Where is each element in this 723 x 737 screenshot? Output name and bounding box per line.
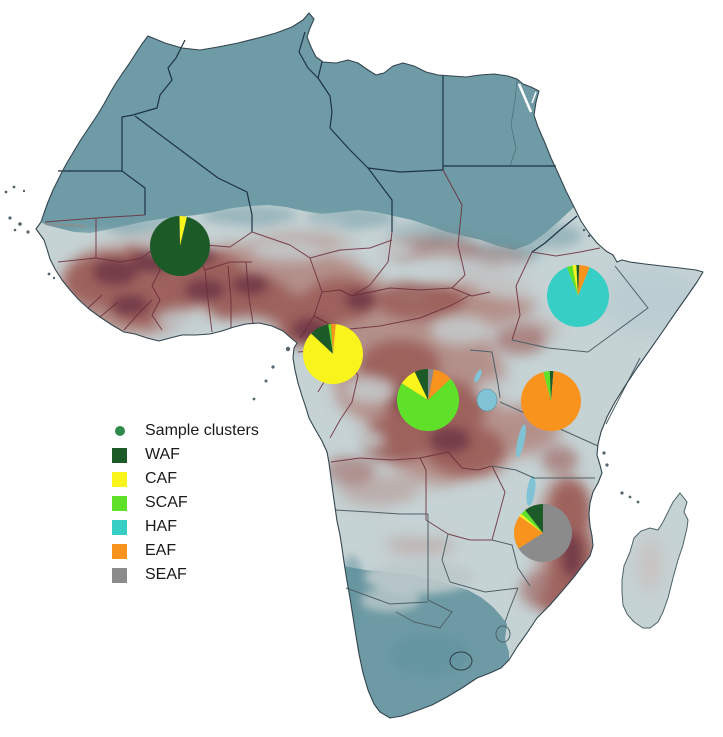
legend-label-seaf: SEAF bbox=[145, 566, 187, 583]
legend-label-eaf: EAF bbox=[145, 542, 177, 559]
pie-caf-slice-eaf bbox=[331, 324, 336, 354]
pie-caf-slice-scaf bbox=[328, 324, 333, 354]
pie-haf-slice-caf bbox=[572, 265, 578, 296]
pie-haf bbox=[546, 265, 609, 328]
lake-malawi bbox=[526, 476, 536, 506]
pie-seaf-slice-waf bbox=[525, 504, 543, 533]
pie-waf bbox=[149, 215, 210, 276]
pie-eaf-slice-scaf bbox=[543, 371, 551, 401]
islands bbox=[4, 185, 640, 504]
legend: Sample clusters WAF CAF SCAF HAF EAF SEAF bbox=[112, 419, 259, 587]
legend-row-haf: HAF bbox=[112, 515, 259, 539]
legend-label-scaf: SCAF bbox=[145, 494, 188, 511]
gulf-of-suez bbox=[517, 83, 533, 113]
nile-river bbox=[509, 79, 518, 167]
pie-haf-slice-scaf bbox=[566, 265, 578, 296]
legend-row-seaf: SEAF bbox=[112, 563, 259, 587]
pie-seaf bbox=[513, 504, 572, 562]
legend-row-scaf: SCAF bbox=[112, 491, 259, 515]
legend-label-waf: WAF bbox=[145, 446, 180, 463]
pie-seaf-slice-seaf bbox=[518, 504, 572, 562]
pie-scaf-slice-eaf bbox=[428, 369, 451, 400]
sample-clusters-label: Sample clusters bbox=[145, 422, 259, 439]
pie-charts-layer bbox=[149, 215, 609, 562]
legend-row-waf: WAF bbox=[112, 443, 259, 467]
legend-swatch-waf bbox=[112, 447, 127, 463]
pie-scaf-slice-seaf bbox=[428, 369, 434, 400]
legend-row-eaf: EAF bbox=[112, 539, 259, 563]
pie-caf-slice-waf bbox=[311, 324, 333, 354]
sahara-region bbox=[41, 13, 574, 250]
pie-seaf-slice-scaf bbox=[521, 510, 543, 533]
lake-tanganyika bbox=[516, 424, 526, 458]
lakes bbox=[474, 369, 536, 506]
legend-row-sample-clusters: Sample clusters bbox=[112, 419, 259, 443]
lake-albert bbox=[474, 369, 482, 383]
lake-victoria bbox=[476, 388, 498, 412]
pie-eaf-slice-waf bbox=[549, 371, 554, 401]
legend-items: WAF CAF SCAF HAF EAF SEAF bbox=[112, 443, 259, 587]
legend-label-caf: CAF bbox=[145, 470, 177, 487]
gulf-of-aqaba bbox=[531, 91, 537, 104]
borders-band bbox=[44, 169, 601, 541]
pie-eaf bbox=[520, 371, 581, 432]
legend-row-caf: CAF bbox=[112, 467, 259, 491]
pie-caf-slice-caf bbox=[303, 324, 364, 384]
legend-swatch-caf bbox=[112, 471, 127, 487]
borders-south bbox=[334, 265, 649, 671]
legend-swatch-eaf bbox=[112, 543, 127, 559]
pie-scaf-slice-waf bbox=[414, 369, 428, 400]
pie-caf bbox=[303, 324, 364, 384]
pie-scaf-slice-caf bbox=[401, 371, 428, 400]
pie-eaf-slice-eaf bbox=[520, 371, 581, 432]
pie-scaf bbox=[397, 369, 460, 432]
pie-waf-slice-caf bbox=[179, 215, 187, 246]
pie-haf-slice-haf bbox=[546, 267, 609, 328]
pie-haf-slice-eaf bbox=[578, 265, 590, 296]
legend-swatch-seaf bbox=[112, 567, 127, 583]
pie-seaf-slice-eaf bbox=[513, 515, 543, 549]
coastline bbox=[35, 12, 704, 719]
pie-scaf-slice-scaf bbox=[397, 378, 460, 432]
borders-north bbox=[58, 31, 578, 253]
legend-swatch-scaf bbox=[112, 495, 127, 511]
madagascar-coastline bbox=[621, 492, 689, 629]
pie-waf-slice-waf bbox=[149, 216, 210, 276]
legend-swatch-haf bbox=[112, 519, 127, 535]
pie-seaf-slice-caf bbox=[519, 513, 543, 533]
pie-haf-slice-waf bbox=[576, 265, 580, 296]
legend-label-haf: HAF bbox=[145, 518, 177, 535]
sample-clusters-dot-icon bbox=[115, 426, 125, 436]
